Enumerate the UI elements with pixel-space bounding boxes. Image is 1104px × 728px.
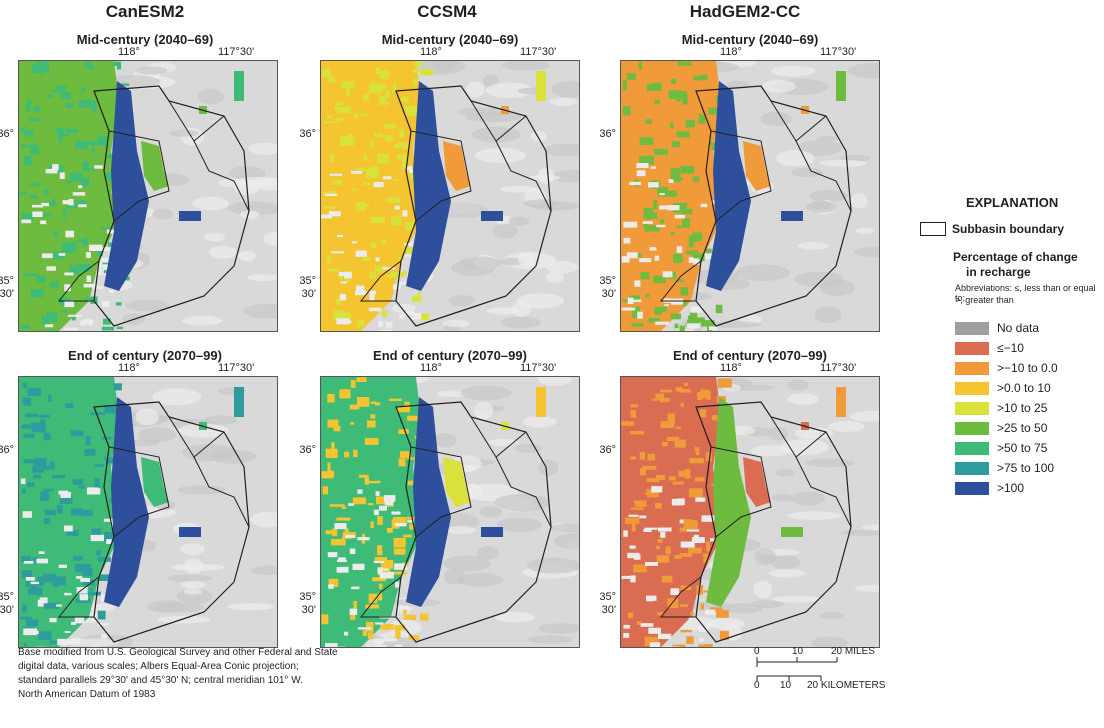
legend-item: >50 to 75 — [955, 440, 1047, 456]
latitude-tick-deg: 35° — [0, 275, 14, 287]
legend-label: >25 to 50 — [997, 421, 1048, 435]
legend-label: >−10 to 0.0 — [997, 361, 1058, 375]
longitude-tick: 117°30' — [820, 362, 857, 374]
period-label: End of century (2070–99) — [673, 348, 827, 363]
legend-label: >10 to 25 — [997, 401, 1048, 415]
latitude-tick: 36° — [599, 128, 616, 140]
legend-swatch — [955, 441, 989, 455]
legend-title: EXPLANATION — [966, 195, 1059, 210]
recharge-map-hadgem2-cc-mid — [620, 60, 880, 332]
credit-line: standard parallels 29°30' and 45°30' N; … — [18, 675, 303, 686]
legend-item: ≤−10 — [955, 340, 1024, 356]
latitude-tick: 36° — [0, 128, 14, 140]
period-label: End of century (2070–99) — [373, 348, 527, 363]
latitude-tick-min: 30' — [301, 604, 316, 616]
column-title-ccsm4: CCSM4 — [417, 2, 477, 21]
subbasin-boundary-label: Subbasin boundary — [952, 222, 1065, 236]
longitude-tick: 117°30' — [218, 362, 255, 374]
legend-label: >75 to 100 — [997, 461, 1055, 475]
scale-miles-20: 20 MILES — [831, 646, 875, 657]
longitude-tick: 117°30' — [520, 46, 557, 58]
latitude-tick: 35° 30' — [0, 591, 14, 617]
legend-item: >10 to 25 — [955, 400, 1047, 416]
latitude-tick: 36° — [599, 444, 616, 456]
column-title-hadgem2: HadGEM2-CC — [689, 2, 801, 21]
latitude-tick-deg: 35° — [299, 591, 316, 603]
legend-label: >50 to 75 — [997, 441, 1048, 455]
legend-swatch — [955, 361, 989, 375]
scale-km-20: 20 KILOMETERS — [807, 680, 886, 691]
longitude-tick: 118° — [118, 362, 140, 374]
latitude-tick-deg: 35° — [599, 275, 616, 287]
legend-swatch — [955, 421, 989, 435]
legend-item: >−10 to 0.0 — [955, 360, 1058, 376]
legend-swatch — [955, 321, 989, 335]
latitude-tick-min: 30' — [0, 604, 14, 616]
scale-miles-0: 0 — [754, 646, 760, 657]
map-credit: Base modified from U.S. Geological Surve… — [18, 646, 338, 702]
legend-label: No data — [997, 321, 1040, 335]
legend-label: >100 — [997, 481, 1025, 495]
credit-line: digital data, various scales; Albers Equ… — [18, 661, 299, 672]
latitude-tick: 35° 30' — [590, 591, 616, 617]
period-label: Mid-century (2040–69) — [381, 32, 519, 47]
longitude-tick: 118° — [720, 362, 742, 374]
latitude-tick: 36° — [299, 128, 316, 140]
legend-swatch — [955, 341, 989, 355]
period-label: Mid-century (2040–69) — [681, 32, 819, 47]
credit-line: North American Datum of 1983 — [18, 689, 156, 700]
scale-km-0: 0 — [754, 680, 760, 691]
legend-item: >75 to 100 — [955, 460, 1054, 476]
legend-label: ≤−10 — [997, 341, 1024, 355]
legend-swatch — [955, 461, 989, 475]
longitude-tick: 118° — [118, 46, 140, 58]
legend-item: >100 — [955, 480, 1024, 496]
scale-km-10: 10 — [780, 680, 792, 691]
legend-heading: in recharge — [966, 265, 1031, 279]
subbasin-boundary-swatch — [920, 222, 946, 236]
latitude-tick: 35° 30' — [0, 275, 14, 301]
column-title-canesm2: CanESM2 — [105, 2, 185, 21]
longitude-tick: 118° — [720, 46, 742, 58]
legend-swatch — [955, 381, 989, 395]
legend-heading: Percentage of change — [953, 250, 1078, 264]
latitude-tick: 36° — [0, 444, 14, 456]
latitude-tick: 35° 30' — [290, 275, 316, 301]
period-label: End of century (2070–99) — [68, 348, 222, 363]
latitude-tick-deg: 35° — [599, 591, 616, 603]
legend-swatch — [955, 401, 989, 415]
legend-item: >25 to 50 — [955, 420, 1047, 436]
scale-bar-graphic — [756, 657, 838, 681]
recharge-map-hadgem2-cc-end — [620, 376, 880, 648]
credit-line: Base modified from U.S. Geological Surve… — [18, 647, 338, 658]
latitude-tick-deg: 35° — [0, 591, 14, 603]
legend-label: >0.0 to 10 — [997, 381, 1051, 395]
longitude-tick: 118° — [420, 362, 442, 374]
recharge-map-ccsm4-end — [320, 376, 580, 648]
legend-abbreviations: >, greater than — [955, 295, 1014, 305]
latitude-tick-min: 30' — [601, 604, 616, 616]
legend-swatch — [955, 481, 989, 495]
longitude-tick: 117°30' — [520, 362, 557, 374]
recharge-map-canesm2-mid — [18, 60, 278, 332]
latitude-tick: 35° 30' — [290, 591, 316, 617]
scale-miles-10: 10 — [792, 646, 804, 657]
longitude-tick: 117°30' — [820, 46, 857, 58]
longitude-tick: 118° — [420, 46, 442, 58]
latitude-tick: 36° — [299, 444, 316, 456]
latitude-tick-deg: 35° — [299, 275, 316, 287]
recharge-map-ccsm4-mid — [320, 60, 580, 332]
period-label: Mid-century (2040–69) — [76, 32, 214, 47]
legend-item: >0.0 to 10 — [955, 380, 1051, 396]
latitude-tick-min: 30' — [301, 288, 316, 300]
latitude-tick-min: 30' — [601, 288, 616, 300]
longitude-tick: 117°30' — [218, 46, 255, 58]
latitude-tick: 35° 30' — [590, 275, 616, 301]
latitude-tick-min: 30' — [0, 288, 14, 300]
legend-item: No data — [955, 320, 1039, 336]
recharge-map-canesm2-end — [18, 376, 278, 648]
legend-abbreviations: Abbreviations: ≤, less than or equal to; — [955, 283, 1096, 303]
